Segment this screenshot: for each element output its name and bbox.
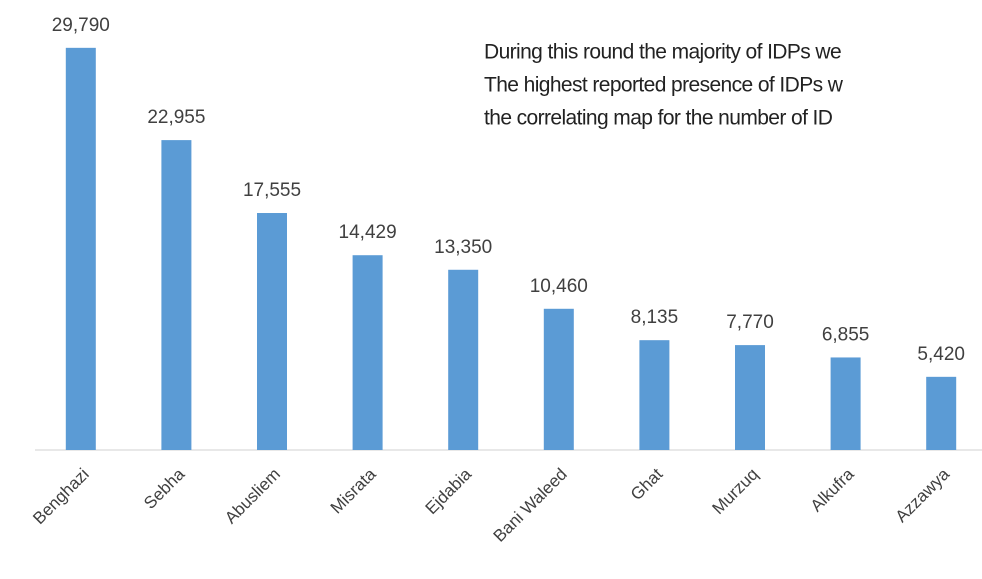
data-label: 17,555 bbox=[243, 180, 301, 201]
x-tick-label: Bani Waleed bbox=[490, 465, 571, 546]
x-tick-label: Azzawya bbox=[892, 464, 954, 526]
bar bbox=[926, 376, 957, 450]
x-tick-label: Sebha bbox=[140, 464, 189, 513]
x-tick-label: Ghat bbox=[627, 464, 667, 504]
bar bbox=[257, 213, 287, 450]
data-label: 13,350 bbox=[434, 237, 492, 258]
bar bbox=[352, 255, 383, 450]
x-tick-label: Misrata bbox=[327, 464, 380, 517]
data-label: 7,770 bbox=[726, 312, 774, 333]
data-label: 29,790 bbox=[52, 15, 110, 36]
bar bbox=[448, 269, 479, 450]
x-tick-label: Alkufra bbox=[807, 464, 858, 515]
x-tick-label: Benghazi bbox=[29, 465, 93, 529]
x-tick-label: Ejdabia bbox=[422, 464, 476, 518]
data-label: 8,135 bbox=[631, 307, 679, 328]
annotation: the correlating map for the number of ID bbox=[484, 107, 833, 130]
data-label: 10,460 bbox=[530, 276, 588, 297]
data-label: 5,420 bbox=[917, 344, 965, 365]
bar bbox=[639, 340, 670, 450]
annotation: The highest reported presence of IDPs w bbox=[484, 74, 844, 97]
data-label: 14,429 bbox=[339, 222, 397, 243]
x-tick-label: Abusliem bbox=[221, 465, 284, 528]
annotation: During this round the majority of IDPs w… bbox=[484, 41, 841, 64]
bar bbox=[830, 357, 861, 450]
bar bbox=[543, 308, 574, 450]
x-tick-label: Murzuq bbox=[708, 465, 762, 519]
bar bbox=[735, 345, 765, 450]
data-label: 22,955 bbox=[147, 107, 205, 128]
bar bbox=[161, 140, 192, 451]
bar bbox=[65, 47, 96, 451]
data-label: 6,855 bbox=[822, 324, 870, 345]
